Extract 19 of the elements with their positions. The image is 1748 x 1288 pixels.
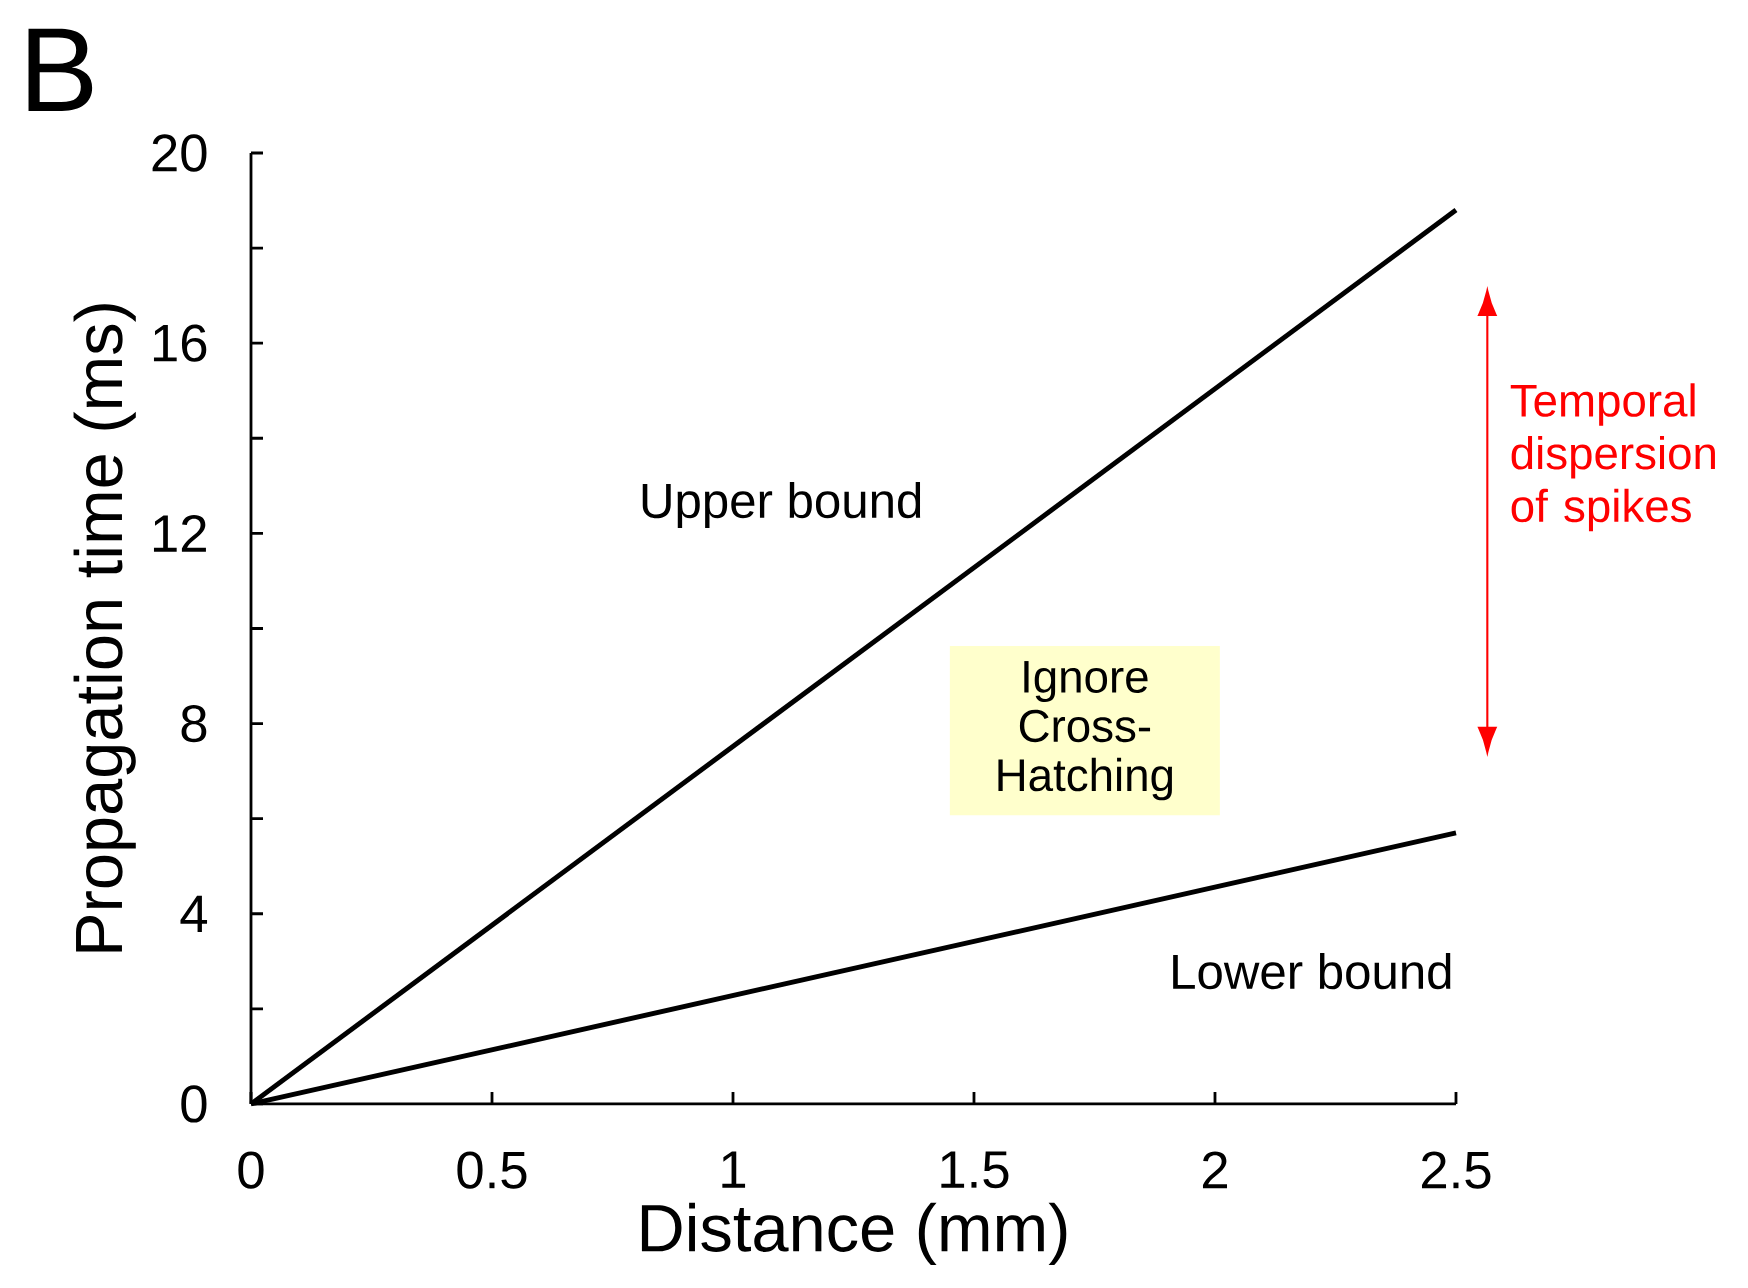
annotation: Ignore Cross-Hatching [998, 661, 1173, 801]
y-tick-label: 16 [153, 324, 207, 362]
y-tick-label: 20 [152, 134, 207, 172]
x-tick-label: 1.5 [941, 1151, 1009, 1189]
y-tick-label: 8 [181, 704, 207, 743]
x-tick-label: 0.5 [457, 1151, 527, 1189]
text: Temporal dispersion of spikes [1510, 383, 1715, 532]
x-tick-label: 1 [722, 1151, 746, 1188]
series-label: Upper bound [642, 482, 921, 528]
chart-title: B [28, 28, 93, 111]
y-tick-label: 4 [180, 895, 208, 932]
y-tick-label: 12 [153, 514, 206, 552]
y-tick-label: 0 [181, 1085, 207, 1123]
series-label: Lower bound [1173, 953, 1451, 990]
x-tick-label: 0 [238, 1151, 264, 1189]
x-axis-title: Distance (mm) [641, 1202, 1067, 1266]
x-tick-label: 2.5 [1421, 1151, 1491, 1189]
x-tick-label: 2 [1202, 1151, 1228, 1189]
y-axis-title: Propagation time (ms) [73, 304, 136, 952]
